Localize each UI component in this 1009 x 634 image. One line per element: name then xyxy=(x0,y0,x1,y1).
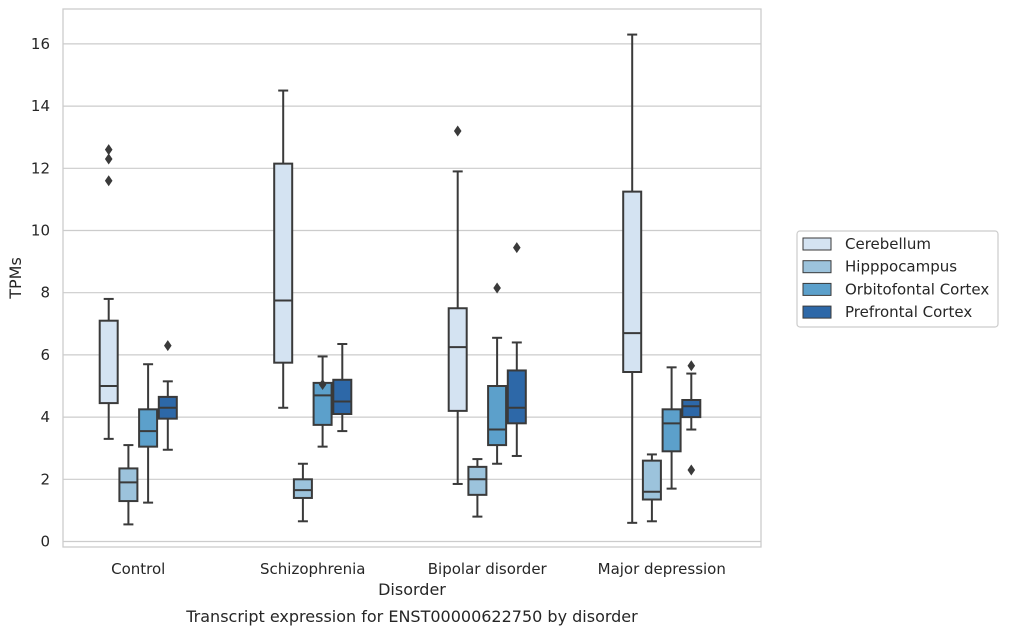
legend-label: Prefrontal Cortex xyxy=(845,303,972,321)
outlier-point xyxy=(493,282,501,294)
box-2-1 xyxy=(467,458,488,518)
box-body xyxy=(487,385,508,447)
box-1-3 xyxy=(332,343,353,433)
legend-swatch xyxy=(802,305,832,319)
box-body xyxy=(681,398,702,419)
y-tick-label: 6 xyxy=(40,346,50,364)
box-3-1 xyxy=(641,453,662,523)
box-body xyxy=(332,378,353,415)
box-body xyxy=(467,465,488,496)
box-body xyxy=(292,478,313,499)
outlier-point xyxy=(104,153,113,165)
legend-frame xyxy=(796,230,999,328)
box-body xyxy=(447,307,468,412)
outlier-point xyxy=(453,125,462,137)
box-0-2 xyxy=(138,363,159,504)
y-tick-label: 8 xyxy=(40,284,50,302)
outlier-point xyxy=(318,378,327,390)
box-1-1 xyxy=(292,462,313,523)
box-body xyxy=(138,408,159,448)
outlier-point xyxy=(687,360,696,372)
box-0-3 xyxy=(157,340,178,451)
outlier-point xyxy=(164,340,172,352)
x-tick-label: Schizophrenia xyxy=(260,560,365,578)
legend-label: Hipppocampus xyxy=(845,258,957,276)
legend-swatch xyxy=(802,237,832,251)
x-tick-label: Control xyxy=(111,560,165,578)
y-tick-label: 4 xyxy=(40,408,50,426)
outlier-point xyxy=(104,144,113,156)
box-2-2 xyxy=(487,282,508,465)
x-tick-labels: Control Schizophrenia Bipolar disorder Majo… xyxy=(111,560,726,578)
legend-label: Orbitofontal Cortex xyxy=(845,280,989,298)
x-tick-label: Bipolar disorder xyxy=(428,560,548,578)
box-0-1 xyxy=(118,444,139,526)
legend-swatch xyxy=(802,260,832,274)
y-tick-label: 10 xyxy=(31,222,50,240)
box-1-2 xyxy=(312,355,333,448)
box-body xyxy=(622,190,643,374)
y-axis-label: TPMs xyxy=(6,257,25,300)
y-tick-label: 12 xyxy=(31,159,50,177)
y-tick-label: 0 xyxy=(40,533,50,551)
box-plots xyxy=(98,33,702,526)
box-2-3 xyxy=(506,242,527,457)
outlier-point xyxy=(104,175,113,187)
box-body xyxy=(506,369,527,425)
box-body xyxy=(98,319,119,405)
y-tick-label: 16 xyxy=(31,35,50,53)
chart-caption: Transcript expression for ENST0000062275… xyxy=(185,607,638,626)
legend-swatch xyxy=(802,282,832,296)
x-tick-label: Major depression xyxy=(598,560,726,578)
box-3-0 xyxy=(622,33,643,524)
y-tick-labels: 0 2 4 6 8 10 12 14 16 xyxy=(31,35,50,551)
legend: Cerebellum Hipppocampus Orbitofontal Corte… xyxy=(796,230,999,328)
box-1-0 xyxy=(273,89,294,409)
box-body xyxy=(118,467,139,503)
x-axis-label: Disorder xyxy=(378,580,446,599)
box-3-3 xyxy=(681,360,702,476)
y-tick-label: 2 xyxy=(40,470,50,488)
box-2-0 xyxy=(447,125,468,485)
outlier-point xyxy=(687,464,696,476)
plot-frame xyxy=(62,8,762,548)
box-body xyxy=(273,162,294,364)
box-body xyxy=(661,408,682,453)
outlier-point xyxy=(513,242,521,254)
box-3-2 xyxy=(661,366,682,490)
legend-label: Cerebellum xyxy=(845,235,931,253)
gridlines xyxy=(63,43,761,543)
y-tick-label: 14 xyxy=(31,97,50,115)
box-body xyxy=(641,459,662,501)
box-0-0 xyxy=(98,144,119,440)
